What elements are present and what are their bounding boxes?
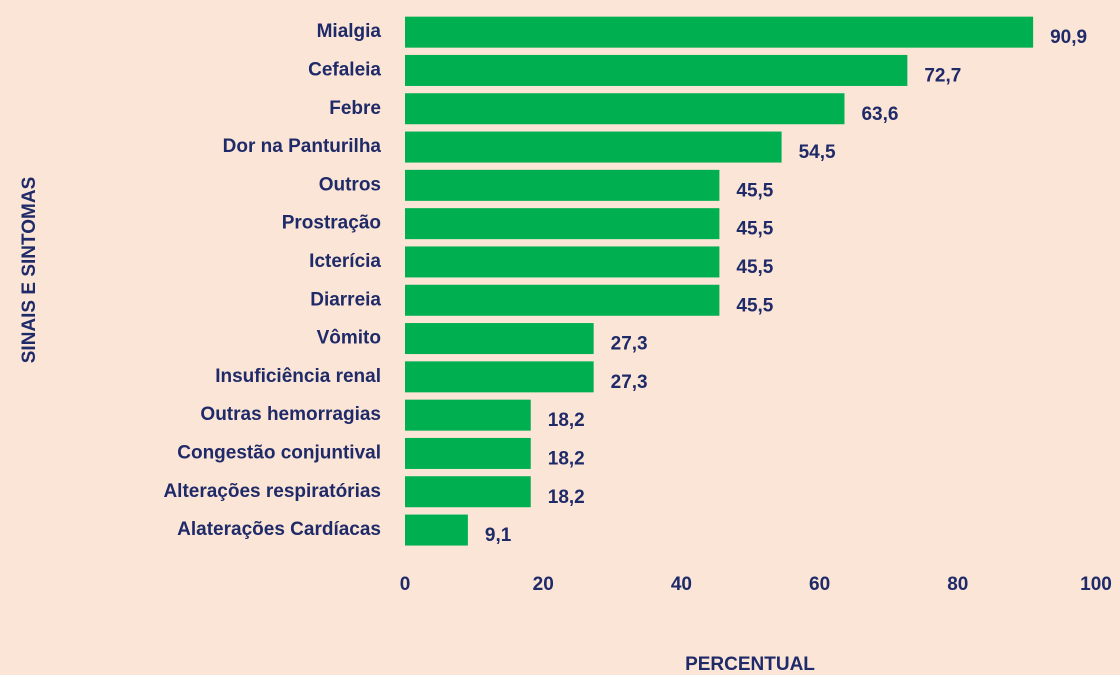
- bar: [405, 16, 1034, 48]
- value-label: 18,2: [548, 410, 585, 431]
- value-label: 45,5: [736, 180, 773, 201]
- y-tick-label: Congestão conjuntival: [177, 442, 381, 463]
- bar: [405, 361, 594, 393]
- y-tick-label: Outros: [319, 174, 381, 195]
- bar: [405, 437, 531, 469]
- value-label: 72,7: [924, 65, 961, 86]
- bar: [405, 246, 720, 278]
- value-label: 90,9: [1050, 27, 1087, 48]
- value-label: 45,5: [736, 257, 773, 278]
- value-label: 63,6: [861, 104, 898, 125]
- bar: [405, 93, 845, 125]
- bar: [405, 399, 531, 431]
- y-axis-title: SINAIS E SINTOMAS: [19, 177, 40, 364]
- value-label: 45,5: [736, 295, 773, 316]
- bar: [405, 208, 720, 240]
- y-tick-label: Icterícia: [309, 251, 381, 272]
- value-label: 45,5: [736, 219, 773, 240]
- x-axis-title: PERCENTUAL: [685, 654, 815, 675]
- value-label: 9,1: [485, 525, 512, 546]
- value-label: 18,2: [548, 487, 585, 508]
- x-tick-label: 0: [400, 574, 411, 595]
- y-tick-label: Febre: [329, 98, 381, 119]
- bar: [405, 476, 531, 508]
- y-tick-label: Alterações respiratórias: [163, 481, 381, 502]
- bar: [405, 54, 908, 86]
- x-tick-label: 40: [671, 574, 692, 595]
- y-tick-label: Dor na Panturilha: [223, 136, 382, 157]
- x-tick-label: 20: [533, 574, 554, 595]
- x-tick-label: 60: [809, 574, 830, 595]
- y-tick-label: Vômito: [317, 328, 381, 349]
- value-label: 27,3: [611, 334, 648, 355]
- y-tick-label: Diarreia: [310, 289, 381, 310]
- bar: [405, 514, 468, 546]
- bar: [405, 169, 720, 201]
- y-tick-label: Mialgia: [317, 21, 382, 42]
- value-label: 27,3: [611, 372, 648, 393]
- bar: [405, 131, 782, 163]
- value-label: 18,2: [548, 448, 585, 469]
- y-tick-label: Insuficiência renal: [215, 366, 381, 387]
- value-label: 54,5: [799, 142, 836, 163]
- y-tick-label: Outras hemorragias: [200, 404, 381, 425]
- bar: [405, 284, 720, 316]
- y-tick-label: Prostração: [282, 213, 381, 234]
- bar: [405, 323, 594, 355]
- x-tick-label: 80: [947, 574, 968, 595]
- y-tick-label: Alaterações Cardíacas: [177, 519, 381, 540]
- y-tick-label: Cefaleia: [308, 59, 381, 80]
- x-tick-label: 100: [1080, 574, 1112, 595]
